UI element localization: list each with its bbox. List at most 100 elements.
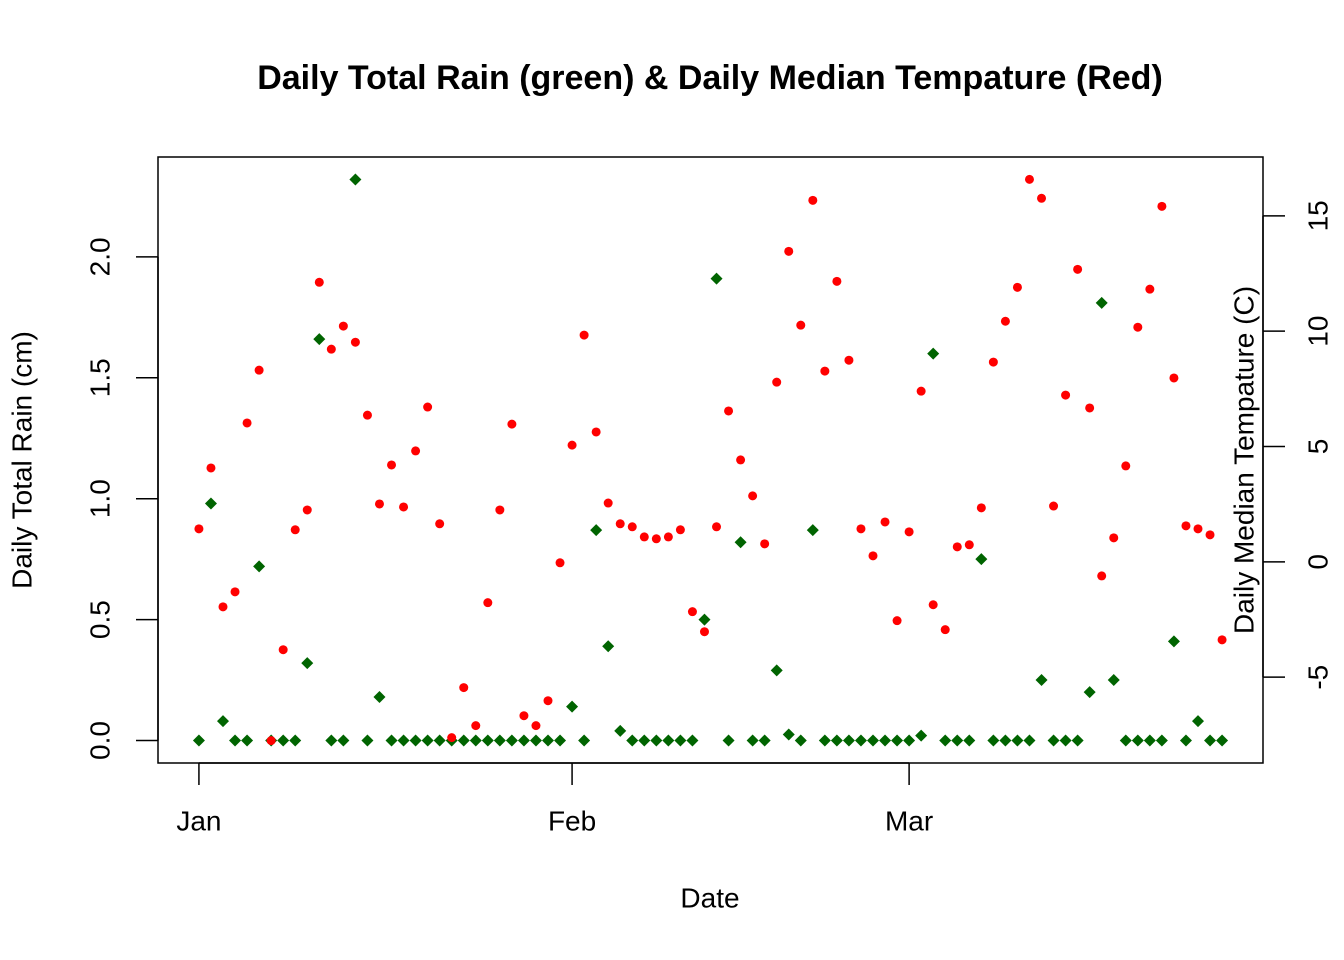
temperature-point: [1085, 403, 1095, 413]
temperature-point: [387, 460, 397, 470]
temperature-point: [627, 522, 637, 532]
rain-point: [710, 272, 723, 285]
temperature-point: [639, 532, 649, 542]
x-tick-label: Mar: [885, 805, 933, 836]
rain-point: [951, 734, 964, 747]
temperature-point: [350, 337, 360, 347]
rain-point: [963, 734, 976, 747]
temperature-point: [302, 505, 312, 515]
temperature-point: [290, 525, 300, 535]
y-tick-label: 0.0: [84, 721, 115, 760]
rain-point: [662, 734, 675, 747]
temperature-point: [218, 602, 228, 612]
y-tick-label: 0.5: [84, 600, 115, 639]
y2-tick-label: 5: [1302, 439, 1333, 455]
temperature-point: [435, 519, 445, 529]
temperature-point: [374, 499, 384, 509]
temperature-point: [1000, 316, 1010, 326]
temperature-point: [808, 195, 818, 205]
rain-point: [1155, 734, 1168, 747]
temperature-point: [820, 366, 830, 376]
rain-point: [433, 734, 446, 747]
temperature-point: [651, 534, 661, 544]
temperature-point: [447, 733, 457, 743]
rain-point: [782, 728, 795, 741]
temperature-point: [748, 491, 758, 501]
temperature-point: [1121, 461, 1131, 471]
y2-tick-label: -5: [1302, 665, 1333, 690]
temperature-point: [507, 419, 517, 429]
temperature-point: [399, 502, 409, 512]
temperature-point: [1097, 571, 1107, 581]
temperature-point: [1037, 193, 1047, 203]
temperature-point: [772, 377, 782, 387]
rain-point: [517, 734, 530, 747]
rain-point: [277, 734, 290, 747]
rain-point: [602, 640, 615, 653]
rain-point: [469, 734, 482, 747]
temperature-point: [591, 427, 601, 437]
rain-point: [975, 553, 988, 566]
y2-tick-label: 10: [1302, 316, 1333, 347]
rain-point: [1192, 715, 1204, 728]
rain-point: [1083, 686, 1096, 699]
temperature-point: [904, 527, 914, 537]
rain-point: [867, 734, 879, 747]
temperature-point: [952, 542, 962, 552]
rain-point: [1179, 734, 1192, 747]
rain-point: [927, 347, 940, 360]
rain-point: [1095, 296, 1108, 309]
rain-point: [1023, 734, 1036, 747]
rain-point: [674, 734, 687, 747]
rain-point: [939, 734, 952, 747]
rain-point: [734, 536, 747, 549]
temperature-point: [338, 321, 348, 331]
temperature-point: [1217, 635, 1227, 645]
rain-point: [229, 734, 242, 747]
rain-point: [301, 657, 314, 670]
rain-point: [1119, 734, 1132, 747]
rain-point: [818, 734, 831, 747]
rain-point: [361, 734, 374, 747]
rain-point: [806, 524, 819, 537]
rain-point: [999, 734, 1012, 747]
rain-point: [879, 734, 892, 747]
temperature-point: [1193, 524, 1203, 534]
temperature-point: [531, 721, 541, 731]
temperature-point: [784, 246, 794, 256]
rain-point: [457, 734, 470, 747]
temperature-point: [206, 463, 216, 473]
rain-point: [578, 734, 591, 747]
temperature-point: [411, 446, 421, 456]
rain-point: [794, 734, 807, 747]
rain-point: [590, 524, 603, 537]
rain-point: [1047, 734, 1060, 747]
temperature-point: [615, 519, 625, 529]
temperature-point: [483, 598, 493, 608]
temperature-point: [314, 277, 324, 287]
temperature-point: [832, 276, 842, 286]
temperature-point: [712, 522, 722, 532]
temperature-point: [760, 539, 770, 549]
temperature-point: [423, 402, 433, 412]
temperature-point: [736, 455, 746, 465]
rain-point: [650, 734, 663, 747]
y2-axis-title: Daily Median Tempature (C): [1228, 286, 1259, 634]
temperature-point: [964, 540, 974, 550]
temperature-point: [892, 616, 902, 626]
rain-point: [1143, 734, 1156, 747]
x-tick-label: Feb: [548, 805, 596, 836]
rain-point: [891, 734, 904, 747]
temperature-point: [519, 711, 529, 721]
rain-point: [830, 734, 843, 747]
temperature-point: [1049, 501, 1059, 511]
y-tick-label: 1.5: [84, 358, 115, 397]
temperature-point: [459, 683, 469, 693]
rain-point: [842, 734, 855, 747]
temperature-point: [880, 517, 890, 527]
rain-point: [421, 734, 434, 747]
rain-point: [686, 734, 699, 747]
rain-point: [1167, 635, 1180, 648]
temperature-point: [1073, 264, 1083, 274]
